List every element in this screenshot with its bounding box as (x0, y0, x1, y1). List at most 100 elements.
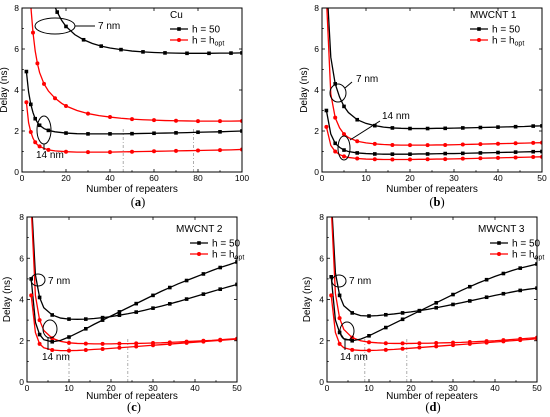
data-point (337, 293, 342, 298)
data-point (408, 143, 412, 148)
series-3 (329, 262, 537, 343)
data-point (478, 151, 483, 155)
data-point (390, 157, 395, 162)
annotation-ellipse (34, 17, 76, 35)
legend-swatch-marker (497, 252, 501, 256)
data-point (342, 104, 346, 109)
data-point (518, 266, 522, 270)
series-line (25, 71, 242, 135)
data-point (151, 343, 155, 348)
data-point (99, 44, 103, 48)
y-tick-label: 6 (14, 44, 19, 54)
x-axis-label: Number of repeaters (386, 184, 478, 195)
annotation-ellipse (331, 274, 347, 288)
x-tick-label: 20 (61, 173, 71, 183)
legend-swatch-marker (197, 241, 201, 245)
legend-label: h = hopt (512, 250, 544, 262)
annotation-ellipse (42, 319, 58, 339)
data-point (329, 195, 333, 199)
data-point (84, 317, 88, 321)
panel-title: MWCNT 3 (478, 224, 525, 235)
data-point (83, 341, 88, 346)
data-point (329, 275, 333, 279)
data-point (451, 292, 455, 297)
data-point (484, 295, 489, 300)
data-point (235, 260, 237, 264)
series-line (331, 217, 537, 345)
y-axis-label: Delay (ns) (302, 277, 313, 323)
data-point (434, 301, 438, 305)
panel-caption: (b) (429, 195, 444, 209)
annotation-leader (349, 120, 381, 141)
data-point (408, 157, 412, 162)
annotation-label: 14 nm (340, 352, 368, 363)
y-tick-label: 6 (319, 253, 324, 263)
data-point (196, 130, 200, 135)
data-point (50, 339, 54, 344)
data-point (518, 338, 523, 343)
data-point (434, 305, 438, 310)
data-point (151, 293, 155, 298)
y-tick-label: 0 (19, 377, 24, 387)
y-tick-label: 2 (319, 336, 324, 346)
data-point (141, 50, 145, 54)
data-point (478, 156, 483, 161)
data-point (53, 96, 57, 101)
x-axis-label: Number of repeaters (386, 391, 478, 402)
series-4 (329, 293, 537, 353)
y-tick-label: 0 (14, 167, 19, 177)
data-point (196, 148, 200, 153)
data-point (501, 291, 506, 296)
y-tick-label: 4 (319, 295, 324, 305)
x-tick-label: 30 (448, 383, 458, 393)
data-point (531, 124, 535, 128)
data-point (168, 302, 172, 306)
y-tick-label: 2 (314, 126, 319, 136)
data-point (367, 340, 371, 345)
data-point (86, 150, 90, 155)
data-point (29, 195, 33, 199)
data-point (373, 123, 377, 128)
legend-label: h = hopt (192, 36, 224, 48)
data-point (37, 144, 42, 149)
y-tick-label: 8 (19, 212, 24, 222)
x-tick-label: 40 (190, 383, 200, 393)
data-point (467, 341, 472, 346)
y-tick-label: 8 (319, 212, 324, 222)
data-point (443, 142, 448, 147)
panel-title: MWCNT 2 (176, 224, 223, 235)
data-point (163, 51, 167, 55)
panel-d: 0 10 20 30 40 50 0 2 4 6 8 Number of repeaters Delay… (302, 195, 544, 414)
data-point (67, 340, 71, 345)
y-tick-label: 2 (19, 336, 24, 346)
series-line (30, 261, 237, 343)
data-point (513, 141, 518, 146)
data-point (185, 51, 189, 56)
caption-letter: d (430, 400, 437, 414)
x-tick-label: 30 (449, 173, 459, 183)
data-point (130, 149, 134, 154)
data-point (152, 149, 156, 154)
legend-label-subscript: opt (535, 255, 545, 262)
data-point (152, 131, 156, 136)
panel-caption: (c) (127, 400, 141, 414)
data-point (201, 339, 206, 344)
caption-close: ) (440, 195, 444, 209)
data-point (329, 293, 334, 298)
annotation-label: 14 nm (382, 111, 410, 122)
data-point (390, 152, 395, 156)
data-point (119, 47, 123, 52)
legend-label: h = hopt (492, 36, 524, 48)
data-point (184, 340, 189, 345)
data-point (134, 344, 139, 349)
caption-close: ) (436, 400, 440, 414)
y-tick-label: 6 (314, 44, 319, 54)
x-tick-label: 60 (149, 173, 159, 183)
series-line (326, 8, 542, 146)
caption-letter: b (434, 195, 441, 209)
data-point (29, 102, 33, 107)
data-point (496, 125, 500, 129)
data-point (350, 347, 355, 352)
data-point (117, 310, 122, 314)
x-tick-label: 40 (105, 173, 115, 183)
